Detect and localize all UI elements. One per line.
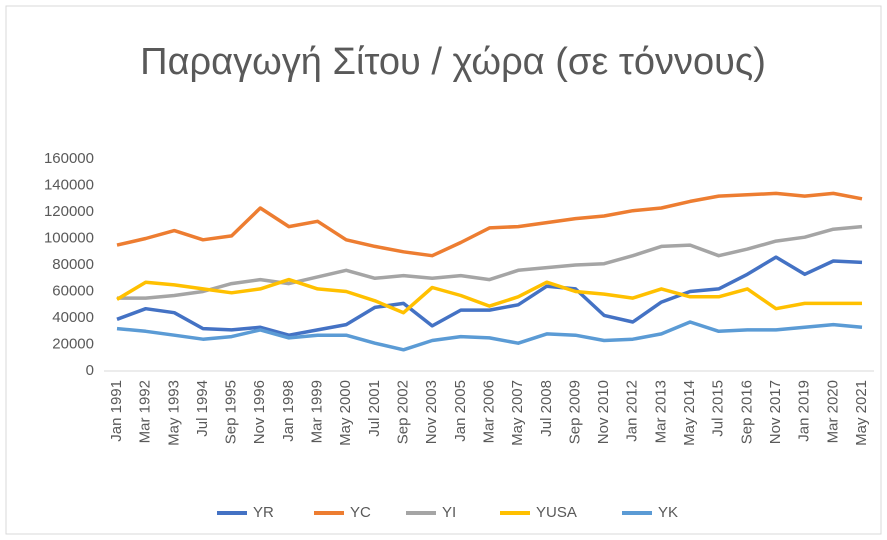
- x-tick-label: Jul 2008: [538, 380, 555, 437]
- y-tick-label: 60000: [52, 282, 94, 299]
- series-line: [117, 224, 863, 300]
- x-tick-label: Sep 2016: [738, 380, 755, 444]
- y-tick-label: 0: [86, 362, 94, 379]
- x-tick-label: Nov 2003: [423, 380, 440, 444]
- x-tick-label: Mar 2020: [824, 380, 841, 443]
- x-tick-label: Nov 1996: [251, 380, 268, 444]
- x-tick-label: May 1993: [165, 380, 182, 446]
- chart-frame: [5, 5, 882, 535]
- x-tick-label: May 2014: [681, 380, 698, 446]
- series-line: [116, 320, 863, 352]
- x-tick-label: May 2007: [509, 380, 526, 446]
- series-line: [116, 277, 862, 315]
- x-tick-label: Sep 1995: [223, 380, 240, 444]
- x-tick-label: Jul 1994: [194, 380, 211, 437]
- x-tick-label: Mar 1999: [309, 380, 326, 443]
- x-tick-label: Nov 2010: [595, 380, 612, 444]
- x-tick-label: Jan 2012: [624, 380, 641, 442]
- y-tick-label: 20000: [52, 335, 94, 352]
- y-tick-label: 160000: [44, 150, 94, 167]
- x-tick-label: Jul 2015: [710, 380, 727, 437]
- x-tick-label: Nov 2017: [767, 380, 784, 444]
- x-tick-label: Jan 1998: [280, 380, 297, 442]
- legend-label: YK: [658, 504, 678, 521]
- x-tick-label: Jan 1991: [108, 380, 125, 442]
- y-tick-label: 140000: [44, 176, 94, 193]
- x-tick-label: Jan 2005: [452, 380, 469, 442]
- x-tick-label: May 2021: [853, 380, 870, 446]
- x-tick-label: Mar 2006: [480, 380, 497, 443]
- legend-label: YC: [350, 504, 371, 521]
- legend-label: YR: [253, 504, 274, 521]
- x-tick-label: Sep 2009: [566, 380, 583, 444]
- chart-title: Παραγωγή Σίτου / χώρα (σε τόννους): [140, 41, 766, 83]
- y-tick-label: 120000: [44, 203, 94, 220]
- series-line: [116, 191, 863, 258]
- legend-label: YI: [442, 504, 456, 521]
- legend-label: YUSA: [536, 504, 577, 521]
- x-tick-label: May 2000: [337, 380, 354, 446]
- y-tick-label: 40000: [52, 309, 94, 326]
- y-tick-label: 100000: [44, 229, 94, 246]
- x-tick-label: Sep 2002: [395, 380, 412, 444]
- x-tick-label: Mar 1992: [137, 380, 154, 443]
- y-tick-label: 80000: [52, 256, 94, 273]
- x-tick-label: Jul 2001: [366, 380, 383, 437]
- x-tick-label: Jan 2019: [796, 380, 813, 442]
- x-tick-label: Mar 2013: [652, 380, 669, 443]
- series-line: [116, 255, 863, 337]
